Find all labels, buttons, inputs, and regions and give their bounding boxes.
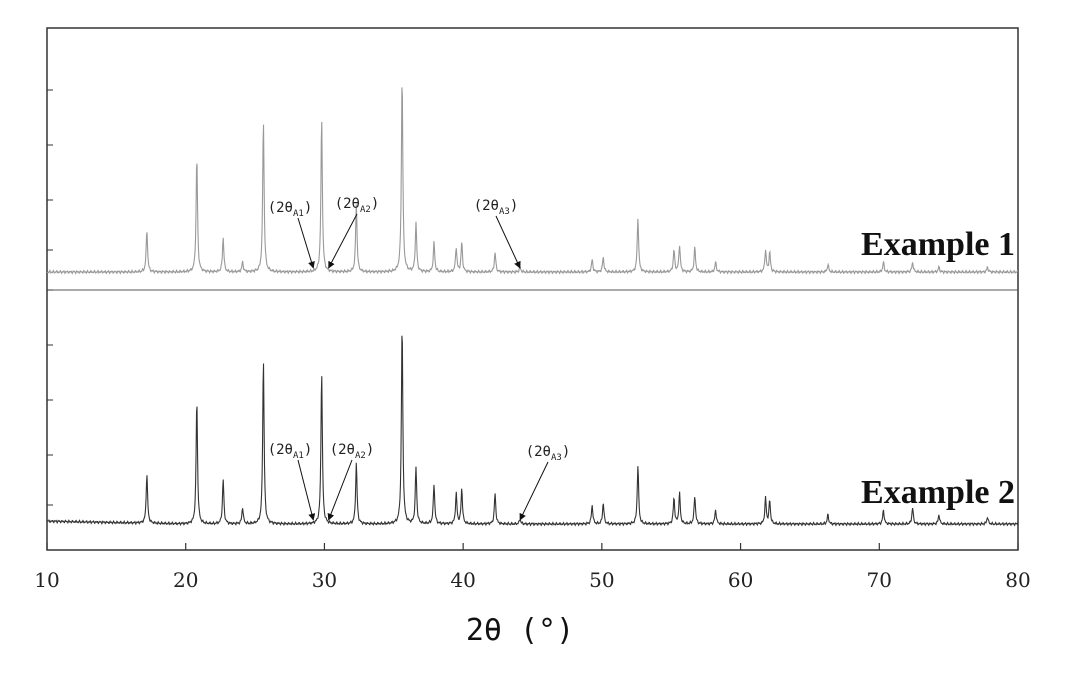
x-tick-label: 20 bbox=[173, 568, 198, 592]
plot-frame bbox=[47, 28, 1018, 550]
x-tick-label: 50 bbox=[589, 568, 614, 592]
peak-annotation-arrow bbox=[298, 218, 313, 268]
peak-annotation-arrow bbox=[329, 460, 352, 520]
series-label-example-1: Example 1 bbox=[861, 226, 1015, 263]
peak-annotation-label: (2θA2) bbox=[330, 442, 375, 461]
series-label-example-2: Example 2 bbox=[861, 474, 1015, 511]
x-tick-label: 60 bbox=[728, 568, 753, 592]
peak-annotation-arrow bbox=[329, 214, 357, 268]
x-tick-label: 30 bbox=[312, 568, 337, 592]
x-tick-label: 10 bbox=[34, 568, 59, 592]
x-tick-label: 80 bbox=[1005, 568, 1030, 592]
x-axis-title: 2θ (°) bbox=[466, 613, 574, 648]
annotation-layer: (2θA1)(2θA2)(2θA3)(2θA1)(2θA2)(2θA3) bbox=[268, 196, 571, 520]
peak-annotation-label: (2θA3) bbox=[474, 198, 519, 217]
peak-annotation-label: (2θA1) bbox=[268, 442, 313, 461]
peak-annotation-label: (2θA3) bbox=[526, 444, 571, 463]
x-tick-label: 40 bbox=[450, 568, 475, 592]
peak-annotation-arrow bbox=[520, 462, 548, 520]
y-ticks bbox=[47, 90, 53, 505]
peak-annotation-arrow bbox=[496, 216, 520, 268]
peak-annotation-label: (2θA1) bbox=[268, 200, 313, 219]
peak-annotation-arrow bbox=[298, 460, 313, 520]
x-tick-label: 70 bbox=[867, 568, 892, 592]
